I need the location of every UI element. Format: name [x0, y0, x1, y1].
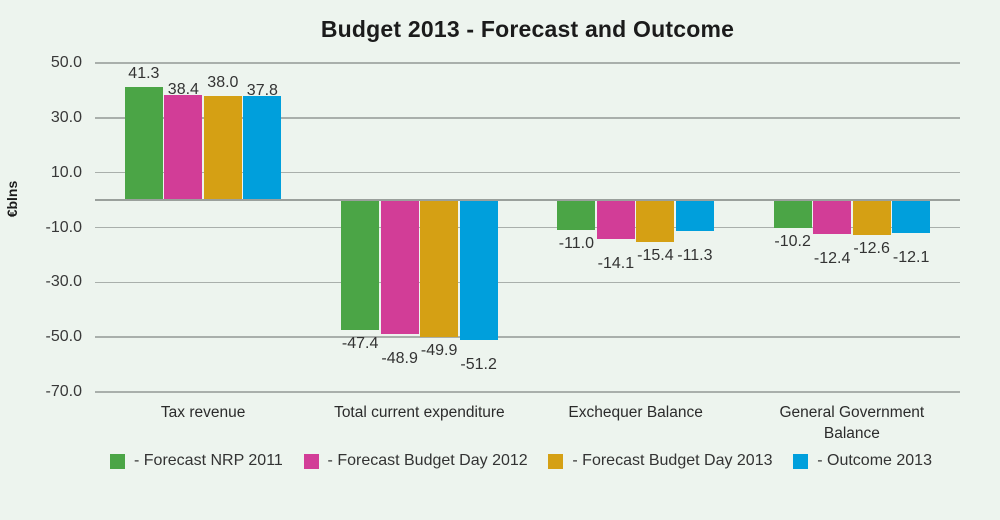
bar-outcome-2013	[675, 200, 714, 232]
bar-forecast-nrp-2011	[557, 200, 596, 231]
legend-color-swatch	[110, 453, 125, 469]
chart-title: Budget 2013 - Forecast and Outcome	[320, 16, 735, 42]
bar-forecast-budget-day-2013	[636, 200, 675, 243]
y-tick-label: 30.0	[50, 108, 82, 126]
bar-forecast-nrp-2011	[773, 200, 812, 229]
gridline	[95, 117, 960, 119]
value-label: -15.4	[637, 247, 674, 265]
category-label: General Government Balance	[779, 404, 925, 442]
legend-label: - Forecast NRP 2011	[134, 452, 283, 469]
value-label: 41.3	[128, 64, 160, 82]
legend-item-forecast-budget-day-2013: - Forecast Budget Day 2013	[548, 452, 773, 470]
category-label: Tax revenue	[160, 404, 246, 421]
bar-forecast-budget-day-2013	[852, 200, 891, 235]
value-label: 38.4	[167, 80, 199, 98]
value-label: -14.1	[597, 254, 635, 272]
legend-label: - Forecast Budget Day 2013	[572, 452, 773, 469]
bar-forecast-nrp-2011	[124, 86, 163, 201]
value-label: -51.2	[460, 356, 497, 374]
legend-color-swatch	[303, 453, 319, 469]
value-label: -47.4	[341, 335, 379, 353]
bar-outcome-2013	[892, 200, 931, 234]
value-label: -11.0	[558, 235, 595, 253]
legend-item-forecast-nrp-2011: - Forecast NRP 2011	[110, 452, 283, 470]
legend-item-forecast-budget-day-2012: - Forecast Budget Day 2012	[303, 452, 528, 470]
y-tick-label: -10.0	[45, 218, 82, 236]
bar-forecast-budget-day-2013	[203, 95, 242, 201]
value-label: -11.3	[677, 247, 713, 265]
gridline	[95, 171, 960, 174]
value-label: -12.4	[813, 250, 851, 268]
value-label: -12.1	[892, 249, 930, 267]
legend-color-swatch	[793, 453, 809, 469]
value-label: 37.8	[246, 82, 278, 100]
y-tick-label: 50.0	[50, 54, 82, 71]
value-label: -10.2	[774, 233, 811, 251]
bar-forecast-budget-day-2012	[596, 200, 635, 239]
value-label: -49.9	[420, 341, 458, 359]
legend-label: - Outcome 2013	[817, 452, 932, 469]
y-tick-label: -30.0	[45, 273, 82, 291]
category-label: Exchequer Balance	[568, 404, 703, 421]
value-label: 38.0	[207, 73, 239, 91]
y-tick-label: -50.0	[45, 328, 82, 346]
bar-forecast-budget-day-2012	[164, 94, 203, 201]
bar-outcome-2013	[243, 96, 282, 201]
gridline	[95, 336, 960, 338]
bar-forecast-budget-day-2012	[813, 200, 852, 235]
value-label: -12.6	[853, 239, 890, 257]
gridline	[95, 391, 960, 393]
legend: - Forecast NRP 2011 - Forecast Budget Day…	[110, 452, 932, 470]
gridline	[95, 226, 960, 229]
legend-item-outcome-2013: - Outcome 2013	[793, 452, 932, 470]
zero-axis-line	[95, 199, 960, 202]
bar-forecast-budget-day-2012	[380, 200, 419, 335]
legend-label: - Forecast Budget Day 2012	[327, 452, 528, 469]
category-label: Total current expenditure	[334, 404, 505, 421]
gridline	[95, 281, 960, 284]
bar-forecast-budget-day-2013	[420, 200, 459, 337]
gridline	[95, 62, 960, 64]
legend-color-swatch	[548, 453, 564, 469]
y-tick-label: -70.0	[45, 383, 82, 400]
bar-outcome-2013	[459, 200, 498, 341]
value-label: -48.9	[381, 350, 418, 368]
bar-forecast-nrp-2011	[341, 200, 380, 331]
y-tick-label: 10.0	[50, 163, 82, 181]
